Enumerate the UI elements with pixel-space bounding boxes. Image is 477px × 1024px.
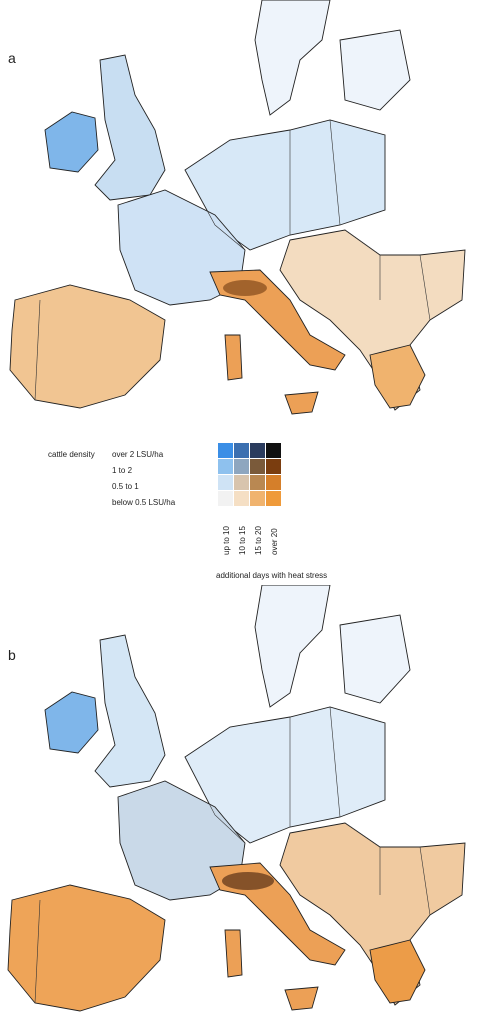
- europe-map-a: [9, 0, 466, 415]
- central-europe: [184, 706, 386, 844]
- legend-cell-r4-c4: [266, 491, 281, 506]
- legend-cell-r2-c4: [266, 459, 281, 474]
- sicily: [284, 986, 319, 1011]
- legend-x-title: additional days with heat stress: [216, 571, 328, 580]
- ireland: [44, 111, 99, 173]
- legend-row-4: below 0.5 LSU/ha: [112, 498, 176, 507]
- legend-cell-r4-c1: [218, 491, 233, 506]
- legend-cell-r1-c2: [234, 443, 249, 458]
- ireland: [44, 691, 99, 754]
- scandinavia: [254, 585, 331, 708]
- legend-cell-r4-c3: [250, 491, 265, 506]
- legend-cell-r1-c3: [250, 443, 265, 458]
- europe-map-b: [7, 585, 466, 1012]
- legend-row-title: cattle density: [48, 450, 95, 459]
- balkans: [279, 229, 466, 411]
- great-britain: [94, 634, 166, 788]
- legend-cell-r3-c3: [250, 475, 265, 490]
- sardinia: [224, 929, 243, 978]
- panel-label-b: b: [8, 647, 16, 663]
- legend-cell-r2-c3: [250, 459, 265, 474]
- legend-col-3: 15 to 20: [254, 526, 263, 555]
- baltic-region: [339, 29, 411, 111]
- legend-col-4: over 20: [270, 528, 279, 555]
- greece: [369, 939, 426, 1004]
- great-britain: [94, 54, 166, 201]
- baltic-region: [339, 614, 411, 704]
- legend-row-1: over 2 LSU/ha: [112, 450, 164, 459]
- legend-row-2: 1 to 2: [112, 466, 133, 475]
- legend-cell-r3-c1: [218, 475, 233, 490]
- alps-hotspot: [222, 872, 274, 890]
- alps-hotspot: [223, 280, 267, 296]
- sicily: [284, 391, 319, 415]
- greece: [369, 344, 426, 409]
- legend-row-3: 0.5 to 1: [112, 482, 139, 491]
- legend-cell-r1-c4: [266, 443, 281, 458]
- legend-cell-r3-c4: [266, 475, 281, 490]
- legend-cell-r2-c2: [234, 459, 249, 474]
- panel-label-a: a: [8, 50, 16, 66]
- legend-col-1: up to 10: [222, 526, 231, 555]
- legend-col-2: 10 to 15: [238, 526, 247, 555]
- legend-cell-r4-c2: [234, 491, 249, 506]
- map-panel-b: b: [0, 585, 477, 1024]
- legend-cell-r1-c1: [218, 443, 233, 458]
- scandinavia: [254, 0, 331, 116]
- sardinia: [224, 334, 243, 381]
- iberia: [9, 284, 166, 409]
- map-panel-a: a: [0, 0, 477, 430]
- iberia: [7, 884, 166, 1012]
- legend-cell-r2-c1: [218, 459, 233, 474]
- legend-cell-r3-c2: [234, 475, 249, 490]
- balkans: [279, 822, 466, 1006]
